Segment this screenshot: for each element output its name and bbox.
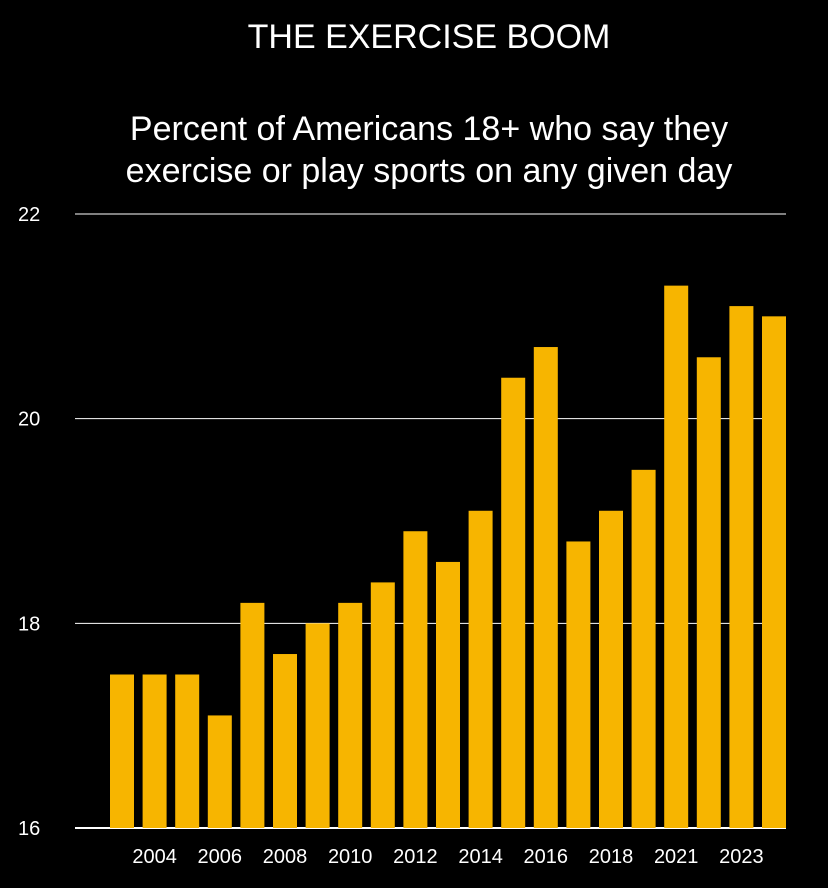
bar-2015 (501, 377, 526, 828)
x-tick-label: 2010 (328, 846, 373, 868)
bar-2023 (729, 306, 754, 829)
bar-2021 (664, 285, 689, 829)
bar-2009 (305, 623, 330, 828)
bar-2018 (599, 510, 623, 828)
bar-2011 (370, 582, 395, 828)
bar-2012 (403, 531, 428, 828)
bar-2006 (207, 715, 232, 828)
x-tick-label: 2014 (458, 846, 503, 868)
y-tick-label: 22 (18, 204, 40, 226)
y-tick-label: 18 (18, 613, 40, 635)
bar-2013 (436, 561, 460, 828)
bar-2024 (762, 316, 786, 828)
bar-2010 (338, 602, 363, 828)
x-tick-label: 2004 (132, 846, 177, 868)
y-tick-label: 16 (18, 818, 40, 840)
x-tick-label: 2008 (263, 846, 308, 868)
bar-2014 (468, 510, 493, 828)
y-tick-label: 20 (18, 409, 40, 431)
chart-subtitle-line-2: exercise or play sports on any given day (125, 152, 733, 190)
x-tick-label: 2021 (654, 846, 699, 868)
bar-2003 (110, 674, 134, 828)
bar-2017 (566, 541, 591, 828)
chart-subtitle-line-1: Percent of Americans 18+ who say they (129, 110, 729, 148)
y-axis: 16 18 20 22 (18, 204, 40, 840)
bar-2016 (533, 347, 558, 828)
x-tick-label: 2023 (719, 846, 764, 868)
bar-2019 (631, 469, 656, 828)
bar-2008 (273, 654, 297, 828)
x-tick-label: 2012 (393, 846, 438, 868)
bar-2004 (142, 674, 167, 828)
bar-2022 (696, 357, 721, 828)
x-tick-label: 2006 (198, 846, 243, 868)
bars (110, 285, 786, 829)
x-tick-label: 2016 (524, 846, 569, 868)
bar-2005 (175, 674, 200, 828)
x-axis: 2004 2006 2008 2010 2012 2014 2016 2018 2021 2023 (132, 846, 763, 868)
x-tick-label: 2018 (589, 846, 634, 868)
chart-title: THE EXERCISE BOOM (247, 18, 611, 56)
chart-subtitle: Percent of Americans 18+ who say they ex… (0, 108, 828, 192)
bar-2007 (240, 602, 265, 828)
